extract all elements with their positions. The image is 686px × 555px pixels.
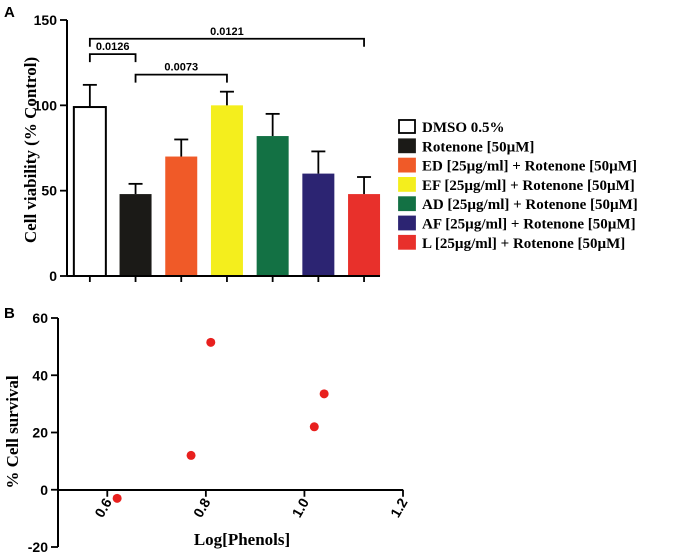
panel-label-b: B	[4, 305, 15, 322]
legend-swatch	[398, 157, 416, 173]
scatter-point	[186, 450, 196, 460]
panel-a-x-ticks	[88, 276, 365, 282]
panel-b: B % Cell survival Log[Phenols] -20 0 20 40 6…	[3, 305, 411, 555]
legend-label: AD [25µg/ml] + Rotenone [50µM]	[422, 197, 638, 213]
bar	[348, 194, 381, 276]
panel-b-x-tick-label: 1.0	[288, 495, 312, 520]
panel-a-legend: DMSO 0.5% Rotenone [50µM] ED [25µg/ml] + R…	[398, 119, 638, 252]
legend-swatch	[398, 196, 416, 212]
panel-a-y-ticks: 0 50 100 150	[34, 12, 67, 284]
panel-b-y-axis-title: % Cell survival	[3, 375, 22, 489]
panel-a-error-bars	[82, 83, 372, 195]
panel-a-y-tick-label: 0	[49, 268, 57, 284]
scatter-point	[319, 389, 329, 399]
panel-b-x-tick-label: 0.8	[190, 495, 214, 520]
panel-a-y-tick-label: 100	[34, 97, 58, 113]
panel-a: A Cell viability (% Control) 0 50 100 150 0…	[4, 4, 638, 284]
legend-swatch	[398, 215, 416, 231]
bar	[165, 156, 198, 276]
panel-b-y-tick-label: -20	[28, 539, 48, 555]
panel-b-x-tick-label: 0.6	[91, 495, 115, 520]
p-value-label: 0.0073	[164, 62, 198, 74]
significance-bracket	[88, 53, 137, 63]
legend-label: EF [25µg/ml] + Rotenone [50µM]	[422, 178, 635, 194]
panel-a-bars	[72, 105, 381, 278]
scatter-point	[309, 422, 319, 432]
panel-b-x-ticks: 0.6 0.8 1.0 1.2	[91, 489, 411, 520]
p-value-label: 0.0126	[96, 41, 130, 53]
legend-label: Rotenone [50µM]	[422, 139, 534, 155]
legend-label: DMSO 0.5%	[422, 120, 505, 136]
bar	[256, 136, 289, 276]
panel-b-y-tick-label: 20	[32, 425, 48, 441]
legend-swatch	[398, 234, 416, 250]
bar	[302, 173, 335, 276]
panel-b-points	[112, 337, 329, 503]
panel-a-y-tick-label: 150	[34, 12, 58, 28]
panel-b-y-tick-label: 60	[32, 310, 48, 326]
panel-b-y-tick-label: 40	[32, 367, 48, 383]
legend-label: AF [25µg/ml] + Rotenone [50µM]	[422, 217, 636, 233]
scatter-point	[112, 493, 122, 503]
panel-a-significance-brackets: 0.0126 0.0073 0.0121	[88, 26, 365, 83]
panel-b-y-ticks: -20 0 20 40 60	[28, 310, 58, 555]
legend-swatch	[398, 138, 416, 154]
panel-label-a: A	[4, 4, 15, 21]
panel-a-y-axis-title: Cell viability (% Control)	[21, 57, 40, 243]
legend-label: ED [25µg/ml] + Rotenone [50µM]	[422, 159, 637, 175]
legend-swatch	[398, 119, 416, 134]
p-value-label: 0.0121	[210, 26, 244, 38]
panel-b-x-tick-label: 1.2	[387, 495, 411, 520]
significance-bracket	[134, 73, 228, 83]
panel-b-y-tick-label: 0	[40, 482, 48, 498]
panel-a-y-tick-label: 50	[41, 183, 57, 199]
legend-swatch	[398, 176, 416, 192]
scatter-point	[206, 337, 216, 347]
bar	[119, 194, 152, 276]
bar	[210, 105, 243, 276]
bar	[72, 106, 107, 278]
significance-bracket	[88, 37, 365, 47]
panel-b-x-axis-title: Log[Phenols]	[194, 530, 290, 549]
legend-label: L [25µg/ml] + Rotenone [50µM]	[422, 236, 625, 252]
